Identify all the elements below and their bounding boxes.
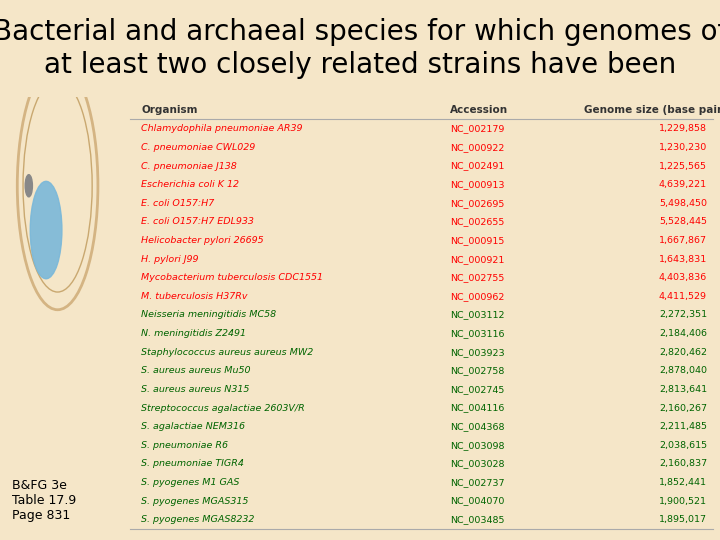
- Text: S. aureus aureus Mu50: S. aureus aureus Mu50: [141, 366, 251, 375]
- Text: 2,184,406: 2,184,406: [659, 329, 707, 338]
- Text: S. agalactiae NEM316: S. agalactiae NEM316: [141, 422, 246, 431]
- Text: 2,878,040: 2,878,040: [659, 366, 707, 375]
- Text: NC_003028: NC_003028: [451, 460, 505, 468]
- Text: Staphylococcus aureus aureus MW2: Staphylococcus aureus aureus MW2: [141, 348, 313, 357]
- Text: C. pneumoniae CWL029: C. pneumoniae CWL029: [141, 143, 256, 152]
- Text: NC_002755: NC_002755: [451, 273, 505, 282]
- Text: Chlamydophila pneumoniae AR39: Chlamydophila pneumoniae AR39: [141, 124, 303, 133]
- Text: 1,225,565: 1,225,565: [659, 161, 707, 171]
- Text: 4,411,529: 4,411,529: [659, 292, 707, 301]
- Circle shape: [30, 181, 62, 279]
- Text: NC_002758: NC_002758: [451, 366, 505, 375]
- Text: 2,160,267: 2,160,267: [659, 403, 707, 413]
- Text: 1,229,858: 1,229,858: [659, 124, 707, 133]
- Circle shape: [25, 175, 32, 197]
- Text: Neisseria meningitidis MC58: Neisseria meningitidis MC58: [141, 310, 276, 320]
- Text: 5,498,450: 5,498,450: [659, 199, 707, 208]
- Text: NC_003923: NC_003923: [451, 348, 505, 357]
- Text: NC_000921: NC_000921: [451, 255, 505, 264]
- Text: 4,403,836: 4,403,836: [659, 273, 707, 282]
- Text: NC_003116: NC_003116: [451, 329, 505, 338]
- Text: S. pyogenes MGAS315: S. pyogenes MGAS315: [141, 497, 248, 505]
- Text: M. tuberculosis H37Rv: M. tuberculosis H37Rv: [141, 292, 248, 301]
- Text: NC_000913: NC_000913: [451, 180, 505, 189]
- Text: Accession: Accession: [451, 105, 508, 115]
- Text: 1,852,441: 1,852,441: [659, 478, 707, 487]
- Text: 1,667,867: 1,667,867: [659, 236, 707, 245]
- Text: NC_002745: NC_002745: [451, 385, 505, 394]
- Text: C. pneumoniae J138: C. pneumoniae J138: [141, 161, 237, 171]
- Text: 1,900,521: 1,900,521: [659, 497, 707, 505]
- Text: NC_000915: NC_000915: [451, 236, 505, 245]
- Text: NC_004368: NC_004368: [451, 422, 505, 431]
- Text: Organism: Organism: [141, 105, 198, 115]
- Text: Helicobacter pylori 26695: Helicobacter pylori 26695: [141, 236, 264, 245]
- Text: 2,211,485: 2,211,485: [659, 422, 707, 431]
- Text: E. coli O157:H7: E. coli O157:H7: [141, 199, 215, 208]
- Text: 2,272,351: 2,272,351: [659, 310, 707, 320]
- Text: NC_003098: NC_003098: [451, 441, 505, 450]
- Text: S. pneumoniae TIGR4: S. pneumoniae TIGR4: [141, 460, 244, 468]
- Text: NC_002491: NC_002491: [451, 161, 505, 171]
- Text: 1,643,831: 1,643,831: [659, 255, 707, 264]
- Text: Escherichia coli K 12: Escherichia coli K 12: [141, 180, 239, 189]
- Text: 2,160,837: 2,160,837: [659, 460, 707, 468]
- Text: S. aureus aureus N315: S. aureus aureus N315: [141, 385, 250, 394]
- Text: Streptococcus agalactiae 2603V/R: Streptococcus agalactiae 2603V/R: [141, 403, 305, 413]
- Text: NC_003112: NC_003112: [451, 310, 505, 320]
- Text: 2,038,615: 2,038,615: [659, 441, 707, 450]
- Text: 4,639,221: 4,639,221: [659, 180, 707, 189]
- Text: B&FG 3e
Table 17.9
Page 831: B&FG 3e Table 17.9 Page 831: [12, 480, 76, 522]
- Text: NC_000922: NC_000922: [451, 143, 505, 152]
- Text: 1,230,230: 1,230,230: [659, 143, 707, 152]
- Text: Genome size (base pairs): Genome size (base pairs): [585, 105, 720, 115]
- Text: N. meningitidis Z2491: N. meningitidis Z2491: [141, 329, 246, 338]
- Text: 2,813,641: 2,813,641: [659, 385, 707, 394]
- Text: 2,820,462: 2,820,462: [659, 348, 707, 357]
- Text: 5,528,445: 5,528,445: [659, 218, 707, 226]
- Text: Bacterial and archaeal species for which genomes of
at least two closely related: Bacterial and archaeal species for which…: [0, 18, 720, 79]
- Text: Mycobacterium tuberculosis CDC1551: Mycobacterium tuberculosis CDC1551: [141, 273, 323, 282]
- Text: NC_004116: NC_004116: [451, 403, 505, 413]
- Text: S. pneumoniae R6: S. pneumoniae R6: [141, 441, 228, 450]
- Text: NC_003485: NC_003485: [451, 515, 505, 524]
- Text: NC_002179: NC_002179: [451, 124, 505, 133]
- Text: NC_000962: NC_000962: [451, 292, 505, 301]
- Text: S. pyogenes MGAS8232: S. pyogenes MGAS8232: [141, 515, 255, 524]
- Text: E. coli O157:H7 EDL933: E. coli O157:H7 EDL933: [141, 218, 254, 226]
- Text: S. pyogenes M1 GAS: S. pyogenes M1 GAS: [141, 478, 240, 487]
- Text: NC_002655: NC_002655: [451, 218, 505, 226]
- Text: NC_002695: NC_002695: [451, 199, 505, 208]
- Text: 1,895,017: 1,895,017: [659, 515, 707, 524]
- Text: H. pylori J99: H. pylori J99: [141, 255, 199, 264]
- Text: NC_002737: NC_002737: [451, 478, 505, 487]
- Text: NC_004070: NC_004070: [451, 497, 505, 505]
